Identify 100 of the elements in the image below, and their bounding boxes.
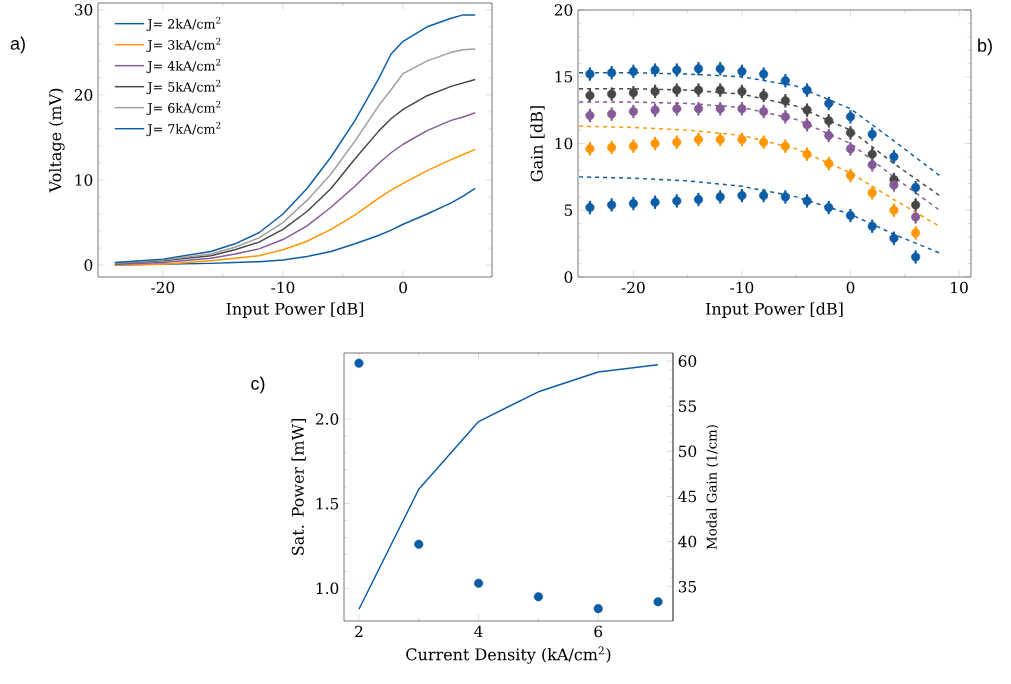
x-tick-label: -10	[730, 281, 754, 294]
x-tick-label: 0	[399, 281, 407, 294]
point	[911, 252, 921, 262]
point	[607, 89, 617, 99]
point	[845, 211, 856, 221]
y-tick-label: 1.0	[316, 582, 339, 595]
point	[737, 66, 747, 76]
legend-label: J= 7kA/cm$^{2}$	[146, 121, 221, 137]
point	[802, 85, 812, 95]
point	[672, 85, 682, 95]
point	[650, 197, 660, 207]
y2-tick-label: 45	[678, 490, 697, 503]
line-series	[578, 125, 941, 227]
x-tick-label: -20	[621, 281, 645, 294]
y2-tick-label: 60	[678, 355, 697, 367]
text: b)	[978, 38, 992, 56]
point	[715, 64, 725, 74]
y2-axis-title: Modal Gain (1/cm)	[706, 425, 719, 550]
x-tick-label: 10	[951, 281, 968, 294]
point	[607, 142, 617, 153]
point	[824, 130, 834, 141]
y-axis-title: Voltage (mV)	[48, 88, 65, 193]
y-axis-title: Gain [dB]	[530, 106, 545, 182]
point	[867, 160, 877, 170]
point	[715, 134, 725, 145]
point	[693, 104, 704, 114]
point	[628, 199, 638, 209]
point	[889, 180, 899, 190]
y2-tick-label: 40	[678, 535, 697, 548]
point	[802, 149, 812, 159]
line-series	[578, 176, 941, 254]
y2-tick-label: 55	[679, 400, 697, 412]
y-axis-title: Sat. Power [mW]	[291, 419, 306, 555]
y-tick-label: 20	[74, 89, 93, 101]
point	[737, 86, 747, 96]
point	[628, 88, 638, 98]
point	[759, 106, 769, 116]
point	[867, 221, 877, 231]
point	[845, 144, 856, 154]
point	[824, 158, 834, 169]
point	[715, 85, 725, 95]
point	[759, 90, 769, 100]
point	[780, 96, 790, 106]
point	[593, 604, 603, 614]
point	[889, 205, 899, 215]
point	[824, 203, 834, 213]
y-tick-label: 5	[564, 204, 573, 216]
legend-label: J= 4kA/cm$^{2}$	[146, 58, 221, 74]
point	[802, 120, 812, 130]
legend-label: J= 3kA/cm$^{2}$	[146, 37, 221, 53]
line-series	[578, 101, 941, 211]
point	[693, 134, 704, 145]
point	[737, 191, 747, 201]
line-series	[358, 363, 659, 610]
point	[585, 69, 595, 79]
point	[628, 141, 638, 151]
point	[650, 86, 660, 96]
point	[650, 65, 660, 75]
point	[715, 104, 725, 114]
text: a)	[10, 36, 25, 54]
point	[474, 578, 484, 588]
point	[672, 104, 682, 114]
point	[867, 149, 877, 159]
x-tick-label: 0	[846, 281, 855, 294]
point	[414, 539, 424, 549]
x-tick-label: -10	[271, 281, 295, 294]
text: c)	[251, 376, 265, 394]
point	[780, 192, 790, 202]
point	[780, 141, 790, 151]
x-tick-label: 4	[474, 625, 483, 638]
point	[845, 128, 856, 138]
point	[780, 76, 790, 86]
point	[650, 105, 660, 115]
y-tick-label: 15	[555, 70, 573, 83]
y-tick-label: 10	[75, 174, 93, 186]
x-axis-title: Current Density (kA/cm$^{2}$)	[406, 646, 611, 664]
point	[628, 106, 638, 116]
x-axis-title: Input Power [dB]	[226, 302, 364, 318]
y2-tick-label: 35	[678, 580, 697, 593]
point	[911, 183, 921, 193]
y-tick-label: 20	[554, 4, 573, 16]
point	[715, 192, 725, 202]
y-tick-label: 30	[74, 4, 93, 16]
legend-label: J= 2kA/cm$^{2}$	[146, 16, 221, 32]
y-tick-label: 1.5	[316, 497, 339, 510]
point	[585, 110, 595, 120]
point	[824, 116, 834, 126]
point	[533, 592, 543, 602]
point	[802, 196, 812, 206]
x-tick-label: 2	[355, 625, 363, 638]
point	[585, 203, 595, 213]
point	[911, 212, 921, 222]
point	[845, 170, 856, 181]
point	[607, 200, 617, 210]
point	[607, 109, 617, 119]
point	[824, 98, 834, 108]
x-tick-label: 6	[594, 625, 603, 638]
point	[693, 85, 704, 95]
point	[354, 358, 364, 368]
point	[911, 200, 921, 210]
